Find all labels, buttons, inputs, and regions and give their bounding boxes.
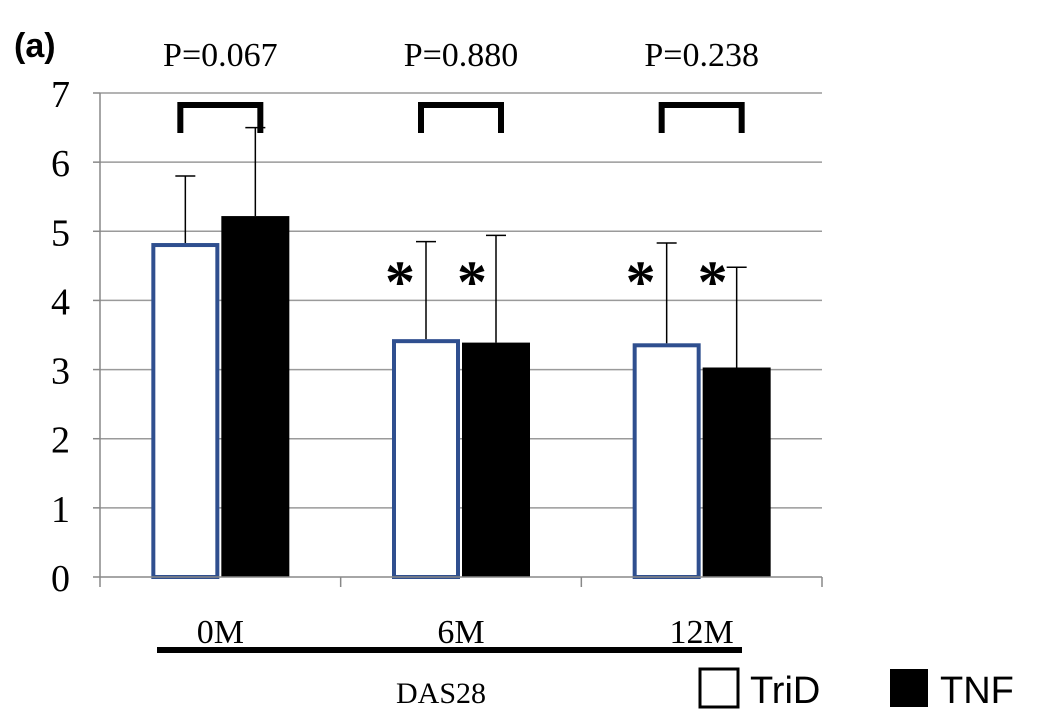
x-category-label: 6M [437,614,484,651]
y-tick-label: 4 [51,281,70,323]
significance-asterisk: * [626,249,656,315]
y-tick-label: 3 [51,351,70,393]
legend-label-trid: TriD [750,670,820,712]
annotations: P=0.067 P=0.880 P=0.238 * * * * [163,37,759,315]
x-category-label: 12M [670,614,734,651]
bar-tnf-0m [221,216,290,577]
bar-tnf-6m [462,342,530,577]
significance-asterisk: * [698,249,728,315]
p-value-label: P=0.238 [644,37,759,74]
p-value-label: P=0.880 [404,37,519,74]
significance-asterisk: * [385,249,415,315]
y-tick-label: 0 [51,558,70,600]
comparison-bracket [418,102,504,133]
legend-swatch-tnf [890,669,928,707]
axes: 0 1 2 3 4 5 6 7 0M 6M 12M [51,74,823,653]
legend-swatch-trid [698,667,740,709]
bar-trid-0m [151,243,220,579]
comparison-bracket [658,102,745,133]
significance-asterisk: * [457,249,487,315]
legend-label-tnf: TNF [940,670,1014,712]
y-tick-label: 7 [51,74,70,116]
x-category-label: 0M [197,614,244,651]
y-tick-label: 1 [51,489,70,531]
comparison-bracket [177,102,264,133]
error-bars [175,126,747,368]
y-tick-label: 5 [51,212,70,254]
x-axis-title: DAS28 [396,677,486,710]
bar-trid-12m [632,343,701,579]
bar-trid-6m [392,339,460,579]
legend: TriD TNF [698,667,1014,712]
bars [151,216,771,579]
panel-label: (a) [14,27,56,65]
bar-tnf-12m [702,367,771,577]
p-value-label: P=0.067 [163,37,278,74]
y-tick-label: 6 [51,143,70,185]
gridlines [100,92,822,509]
y-tick-label: 2 [51,420,70,462]
